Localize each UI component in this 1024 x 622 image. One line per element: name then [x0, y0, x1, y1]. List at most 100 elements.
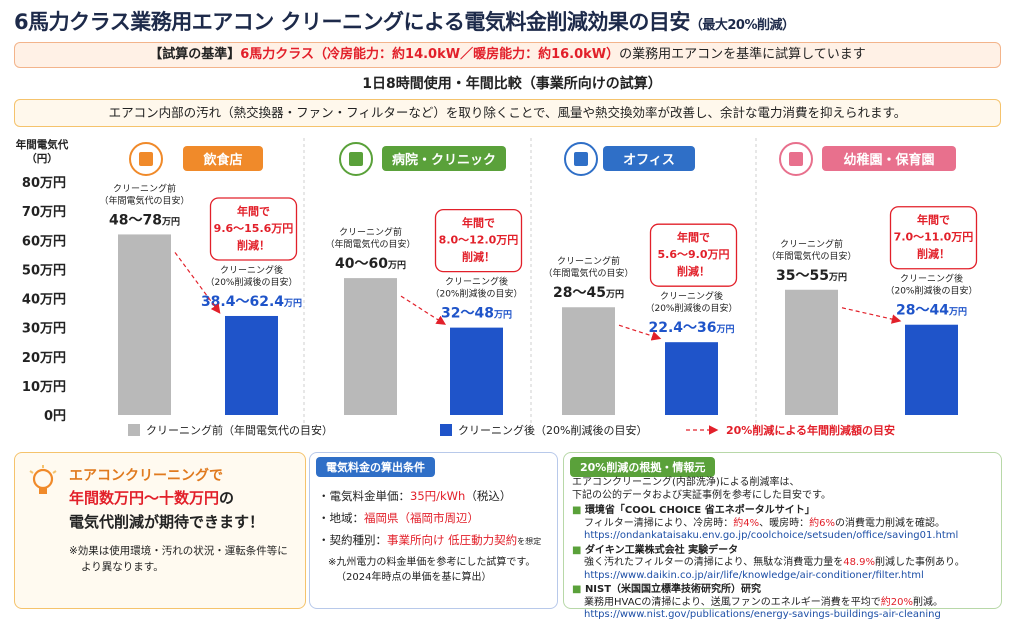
bar-after — [225, 315, 278, 415]
savings-tail: 削減！ — [462, 250, 495, 264]
category-tag — [183, 146, 263, 171]
summary-panel: エアコンクリーニングで 年間数万円〜十数万円の 電気代削減が期待できます！ ※効… — [14, 452, 306, 609]
savings-tail: 削減！ — [237, 238, 270, 252]
legend-swatch-after — [440, 424, 452, 436]
legend-swatch-before — [128, 424, 140, 436]
source-1-title: ■ 環境省「COOL CHOICE 省エネポータルサイト」 — [572, 505, 815, 516]
sources-tag: 20%削減の根拠・情報元 — [570, 457, 716, 477]
savings-amount: 7.0〜11.0万円 — [894, 231, 974, 244]
source-3-detail: 業務用HVACの清掃により、送風ファンのエネルギー消費を平均で約20%削減。 — [584, 596, 944, 608]
savings-tail: 削減！ — [917, 247, 950, 261]
reduction-arrow — [174, 252, 221, 314]
reduction-arrow — [841, 307, 902, 324]
source-1-link[interactable]: https://ondankataisaku.env.go.jp/coolcho… — [584, 530, 959, 541]
before-range: 28〜45万円 — [553, 285, 624, 301]
comparison-heading: 1日8時間使用・年間比較（事業所向けの試算） — [362, 76, 662, 92]
after-range: 32〜48万円 — [441, 306, 512, 322]
after-range: 38.4〜62.4万円 — [201, 294, 302, 310]
savings-bubble — [209, 197, 298, 261]
y-tick-label: 30万円 — [22, 322, 66, 337]
legend-label-after: クリーニング後（20%削減後の目安） — [458, 423, 647, 437]
title-main: 6馬力クラス業務用エアコン クリーニングによる電気料金削減効果の目安 — [14, 10, 690, 34]
savings-amount: 5.6〜9.0万円 — [658, 248, 730, 261]
savings-tail: 削減！ — [677, 264, 710, 278]
after-caption: クリーニング後 — [220, 264, 283, 276]
condition-region: ・地域：福岡県（福岡市周辺） — [318, 511, 479, 525]
savings-amount: 9.6〜15.6万円 — [214, 222, 294, 235]
restaurant-icon-glyph — [139, 152, 153, 166]
savings-head: 年間で — [237, 204, 270, 218]
summary-note: ※効果は使用環境・汚れの状況・運転条件等に より異なります。 — [69, 543, 288, 575]
savings-bubble — [889, 206, 978, 270]
before-range: 48〜78万円 — [109, 212, 180, 228]
savings-head: 年間で — [917, 213, 950, 227]
savings-head: 年間で — [462, 216, 495, 230]
bar-before — [785, 289, 838, 415]
legend-label-arrow: 20%削減による年間削減額の目安 — [726, 423, 895, 437]
category-label: オフィス — [623, 153, 675, 168]
bar-before — [344, 278, 397, 415]
savings-amount: 8.0〜12.0万円 — [439, 234, 519, 247]
summary-highlight: 年間数万円〜十数万円 — [69, 489, 220, 507]
office-icon-glyph — [574, 152, 588, 166]
basis-rest: の業務用エアコンを基準に試算しています — [619, 47, 866, 62]
category-label: 飲食店 — [202, 152, 242, 168]
calculation-conditions-panel: 電気料金の算出条件 ・電気料金単価：35円/kWh（税込） ・地域：福岡県（福岡… — [309, 452, 558, 609]
sources-list: エアコンクリーニング(内部洗浄)による削減率は、 下記の公的データおよび実証事例… — [572, 477, 965, 620]
before-caption-sub: （年間電気代の目安） — [766, 250, 856, 262]
y-tick-label: 20万円 — [22, 351, 66, 366]
after-caption: クリーニング後 — [660, 290, 723, 302]
before-caption: クリーニング前 — [557, 255, 620, 267]
sources-panel: 20%削減の根拠・情報元 エアコンクリーニング(内部洗浄)による削減率は、 下記… — [563, 452, 1002, 620]
basis-banner: 【試算の基準】6馬力クラス（冷房能力：約14.0kW／暖房能力：約16.0kW）… — [14, 42, 1001, 68]
conditions-tag: 電気料金の算出条件 — [316, 457, 435, 477]
summary-note-1: ※効果は使用環境・汚れの状況・運転条件等に — [69, 545, 288, 557]
source-3-title: ■ NIST（米国国立標準技術研究所）研究 — [572, 584, 762, 595]
after-caption: クリーニング後 — [900, 273, 963, 285]
condition-contract: ・契約種別：事業所向け 低圧動力契約を想定 — [318, 533, 542, 547]
savings-head: 年間で — [677, 230, 710, 244]
source-2-link[interactable]: https://www.daikin.co.jp/air/life/knowle… — [584, 569, 924, 581]
y-tick-label: 40万円 — [22, 293, 66, 308]
y-tick-label: 80万円 — [22, 176, 66, 191]
category-label: 幼稚園・保育園 — [843, 152, 934, 168]
before-caption-sub: （年間電気代の目安） — [99, 194, 189, 206]
title-sub: （最大20%削減） — [689, 18, 795, 33]
y-axis-label-unit: （円） — [26, 152, 58, 165]
summary-line-2: 年間数万円〜十数万円の — [69, 487, 234, 508]
conditions-note: ※九州電力の料金単価を参考にした試算です。 （2024年時点の単価を基に算出） — [328, 557, 536, 583]
category-tag — [382, 146, 506, 171]
bar-after — [665, 342, 718, 415]
reduction-arrow — [400, 295, 447, 325]
summary-particle: の — [219, 489, 235, 507]
school-icon-glyph — [789, 152, 803, 166]
savings-bubble — [649, 223, 738, 287]
hospital-icon-glyph — [349, 152, 363, 166]
y-axis-label: 年間電気代 — [16, 138, 69, 151]
before-caption: クリーニング前 — [339, 226, 402, 238]
source-2-detail: 強く汚れたフィルターの清掃により、無駄な消費電力量を48.9%削減した事例あり。 — [584, 557, 965, 568]
y-tick-label: 0円 — [44, 409, 66, 424]
summary-line-1: エアコンクリーニングで — [69, 468, 223, 484]
y-tick-label: 50万円 — [22, 263, 66, 278]
condition-unit-price: ・電気料金単価：35円/kWh（税込） — [318, 489, 512, 503]
after-caption-sub: （20%削減後の目安） — [430, 288, 522, 300]
source-2-title: ■ ダイキン工業株式会社 実験データ — [572, 544, 739, 556]
after-caption-sub: （20%削減後の目安） — [205, 276, 297, 288]
conditions-list: ・電気料金単価：35円/kWh（税込） ・地域：福岡県（福岡市周辺） ・契約種別… — [318, 485, 541, 553]
after-caption-sub: （20%削減後の目安） — [645, 302, 737, 314]
before-range: 35〜55万円 — [776, 268, 847, 284]
after-caption-sub: （20%削減後の目安） — [885, 285, 977, 297]
summary-note-2: より異なります。 — [81, 561, 164, 573]
savings-chart: 年間電気代（円） 0円 10万円 20万円 30万円 40万円 50万円 60万円 70万円 80… — [16, 138, 978, 437]
category-label: 病院・クリニック — [392, 152, 496, 168]
bar-before — [562, 307, 615, 415]
bar-after — [905, 324, 958, 415]
before-range: 40〜60万円 — [335, 256, 406, 272]
category-tag — [603, 146, 695, 171]
after-caption: クリーニング後 — [445, 276, 508, 288]
legend-label-before: クリーニング前（年間電気代の目安） — [146, 423, 333, 437]
category-tag — [822, 146, 956, 171]
before-caption-sub: （年間電気代の目安） — [325, 238, 415, 250]
source-3-link[interactable]: https://www.nist.gov/publications/energy… — [584, 609, 941, 620]
